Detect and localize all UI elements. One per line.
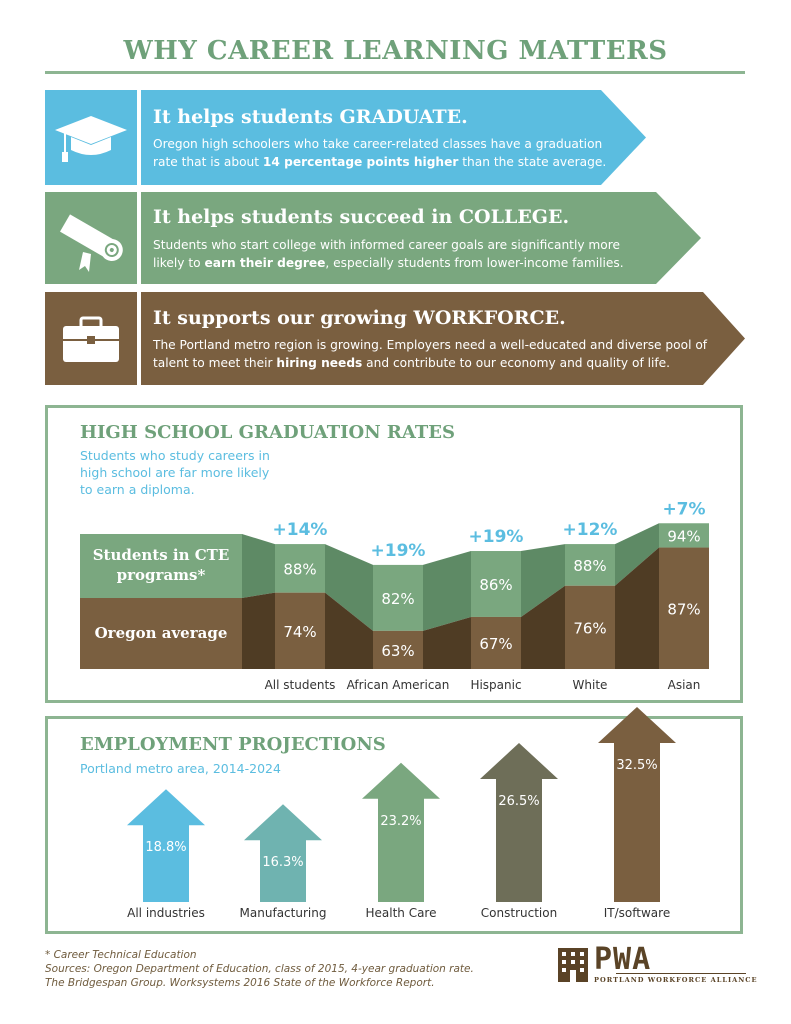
label-cte-2: 86% [479, 576, 512, 594]
connector-cte-3 [521, 544, 565, 617]
bar-cte-4 [659, 523, 709, 548]
label-avg-4: 87% [667, 600, 700, 618]
title-divider [45, 71, 745, 74]
band-workforce-text: The Portland metro region is growing. Em… [153, 338, 708, 370]
legend-avg-block [80, 598, 242, 669]
band-college-arrow [141, 192, 701, 284]
label-diff-0: +14% [273, 520, 328, 540]
connector-avg-0 [242, 592, 275, 669]
employment-panel [45, 716, 743, 934]
label-diff-2: +19% [469, 527, 524, 547]
connector-cte-4 [615, 523, 659, 586]
arrow-2 [362, 762, 440, 902]
label-avg-1: 63% [381, 642, 414, 660]
building-icon [558, 948, 588, 982]
bar-cte-0 [275, 544, 325, 593]
arrow-value-1: 16.3% [262, 855, 303, 870]
logo-tagline: PORTLAND WORKFORCE ALLIANCE [594, 976, 758, 984]
employment-title: EMPLOYMENT PROJECTIONS [80, 734, 386, 755]
band-college-text: Students who start college with informed… [153, 238, 624, 270]
diploma-scroll-icon [60, 214, 123, 272]
label-diff-1: +19% [371, 541, 426, 561]
connector-cte-2 [423, 551, 471, 631]
label-avg-0: 74% [283, 623, 316, 641]
label-avg-3: 76% [573, 619, 606, 637]
connector-avg-1 [325, 592, 373, 669]
bar-avg-4 [659, 547, 709, 669]
label-diff-3: +12% [563, 520, 618, 540]
footnote-sources: Sources: Oregon Department of Education,… [45, 963, 474, 975]
category-label-4: Asian [668, 678, 701, 692]
legend-cte-block [80, 534, 242, 598]
graduation-subtitle: Students who study careers in high schoo… [80, 448, 270, 497]
graduation-title: HIGH SCHOOL GRADUATION RATES [80, 422, 455, 443]
band-graduate-arrow [141, 90, 646, 185]
category-label-2: Hispanic [470, 678, 521, 692]
band-graduate-text: Oregon high schoolers who take career-re… [153, 137, 607, 169]
bar-cte-2 [471, 551, 521, 617]
band-college: It helps students succeed in COLLEGE. St… [45, 192, 701, 284]
bar-avg-1 [373, 630, 423, 669]
arrow-1 [244, 804, 322, 902]
arrow-category-4: IT/software [604, 906, 670, 920]
bar-cte-1 [373, 564, 423, 631]
bar-cte-3 [565, 544, 615, 586]
logo-name: PWA [594, 942, 652, 977]
band-workforce-icon-box [45, 292, 137, 385]
arrow-value-4: 32.5% [616, 758, 657, 773]
connector-cte-0 [242, 534, 275, 598]
label-cte-1: 82% [381, 590, 414, 608]
label-cte-3: 88% [573, 557, 606, 575]
band-college-heading: It helps students succeed in COLLEGE. [153, 206, 570, 228]
band-workforce-heading: It supports our growing WORKFORCE. [153, 307, 566, 329]
arrow-category-3: Construction [481, 906, 557, 920]
category-label-3: White [573, 678, 608, 692]
logo-rule [616, 973, 746, 974]
pwa-logo: PWA PORTLAND WORKFORCE ALLIANCE [556, 942, 757, 986]
arrow-value-0: 18.8% [145, 840, 186, 855]
employment-subtitle: Portland metro area, 2014-2024 [80, 761, 281, 776]
label-cte-4: 94% [667, 527, 700, 545]
band-graduate: It helps students GRADUATE. Oregon high … [45, 90, 646, 185]
category-label-1: African American [347, 678, 450, 692]
label-avg-2: 67% [479, 635, 512, 653]
bar-avg-0 [275, 592, 325, 669]
connector-cte-1 [325, 544, 373, 631]
graduation-cap-icon [55, 116, 127, 162]
connector-avg-3 [521, 585, 565, 669]
bar-avg-2 [471, 616, 521, 669]
band-graduate-heading: It helps students GRADUATE. [153, 106, 468, 128]
category-label-0: All students [265, 678, 336, 692]
arrow-0 [127, 789, 205, 902]
connector-avg-4 [615, 547, 659, 669]
label-diff-4: +7% [662, 499, 705, 519]
arrow-value-2: 23.2% [380, 814, 421, 829]
arrow-3 [480, 743, 558, 902]
arrow-category-1: Manufacturing [240, 906, 327, 920]
graduation-panel [45, 405, 743, 703]
arrow-category-0: All industries [127, 906, 205, 920]
band-graduate-icon-box [45, 90, 137, 185]
arrow-category-2: Health Care [365, 906, 436, 920]
arrow-4 [598, 707, 676, 902]
legend-cte: Students in CTE programs* [92, 546, 230, 584]
legend-oregon-average: Oregon average [94, 624, 228, 642]
arrow-value-3: 26.5% [498, 794, 539, 809]
footnote-asterisk: * Career Technical Education [45, 949, 197, 961]
band-workforce-arrow [141, 292, 745, 385]
footnote-sources-2: The Bridgespan Group. Worksystems 2016 S… [45, 977, 435, 989]
band-workforce: It supports our growing WORKFORCE. The P… [45, 292, 745, 385]
connector-avg-2 [423, 616, 471, 669]
band-college-icon-box [45, 192, 137, 284]
label-cte-0: 88% [283, 560, 316, 578]
bar-avg-3 [565, 585, 615, 669]
page-title: WHY CAREER LEARNING MATTERS [123, 36, 668, 66]
briefcase-icon [63, 316, 119, 362]
